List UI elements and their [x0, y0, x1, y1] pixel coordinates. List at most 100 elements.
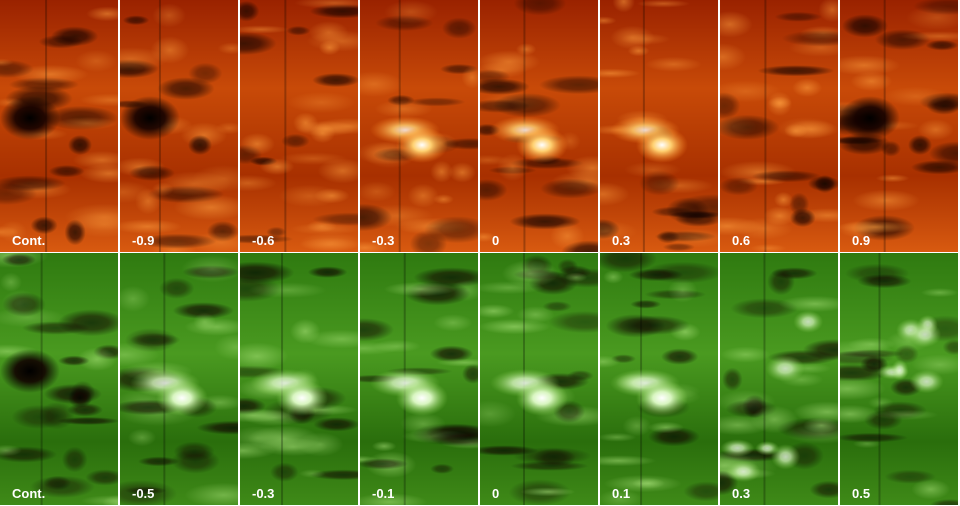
texture	[240, 442, 276, 460]
texture	[917, 119, 954, 141]
texture	[911, 354, 958, 376]
panel-label: -0.9	[132, 233, 154, 248]
panel: 0.9	[840, 0, 958, 252]
panel-label: -0.3	[252, 486, 274, 501]
texture	[2, 292, 46, 317]
texture	[513, 0, 567, 16]
texture	[720, 346, 771, 363]
texture	[371, 440, 397, 452]
texture	[128, 165, 175, 181]
bright-patch	[766, 91, 793, 117]
texture	[48, 164, 85, 178]
texture	[433, 194, 454, 205]
texture	[600, 455, 657, 467]
texture	[360, 203, 393, 232]
texture	[173, 194, 238, 221]
texture	[802, 417, 838, 434]
texture	[442, 137, 478, 150]
texture	[841, 14, 889, 38]
bright-core	[636, 127, 688, 163]
texture	[430, 463, 454, 474]
texture	[360, 71, 403, 97]
texture	[631, 477, 666, 489]
texture	[122, 15, 150, 26]
texture	[564, 272, 588, 283]
texture	[304, 329, 358, 349]
panel: 0.1	[600, 253, 718, 505]
bright-patch	[792, 78, 823, 98]
panel-image	[120, 253, 238, 505]
texture	[929, 499, 958, 505]
texture	[840, 363, 890, 382]
panel-label: 0.1	[612, 486, 630, 501]
texture	[928, 141, 958, 166]
panel-label: 0.5	[852, 486, 870, 501]
texture	[312, 73, 358, 88]
texture	[622, 415, 652, 437]
texture	[297, 432, 344, 457]
slit	[764, 0, 767, 252]
texture	[480, 304, 515, 319]
texture	[793, 401, 838, 423]
dark-spot	[188, 135, 212, 155]
texture	[38, 401, 75, 430]
texture	[636, 0, 691, 8]
texture	[61, 446, 88, 473]
bright-patch	[765, 355, 805, 382]
dark-spot	[68, 388, 92, 408]
texture	[461, 65, 478, 89]
bright-patch	[309, 123, 336, 144]
texture	[124, 486, 167, 495]
texture	[312, 212, 358, 226]
texture	[603, 270, 624, 284]
texture	[516, 306, 555, 324]
texture	[875, 174, 910, 183]
texture	[501, 259, 559, 287]
texture	[520, 487, 576, 497]
texture	[880, 140, 901, 157]
panel-image	[0, 253, 118, 505]
texture	[840, 432, 909, 443]
panel-label: 0.3	[612, 233, 630, 248]
texture	[240, 342, 289, 371]
texture	[138, 233, 217, 249]
texture	[120, 219, 182, 234]
panel: Cont.	[0, 253, 118, 505]
texture	[240, 234, 294, 244]
texture	[840, 377, 886, 401]
texture	[510, 461, 589, 471]
panel: Cont.	[0, 0, 118, 252]
texture	[57, 309, 118, 337]
texture	[80, 494, 118, 505]
texture	[407, 183, 439, 208]
texture	[307, 266, 348, 278]
panel: -0.1	[360, 253, 478, 505]
dark-spot	[840, 96, 900, 140]
texture	[809, 480, 838, 499]
panel-image	[600, 253, 718, 505]
texture	[50, 26, 99, 47]
texture	[875, 409, 939, 421]
texture	[248, 282, 327, 299]
panel: 0.6	[720, 0, 838, 252]
texture	[1, 253, 36, 267]
panel-label: -0.5	[132, 486, 154, 501]
panel-label: 0	[492, 233, 499, 248]
slit	[284, 0, 287, 252]
texture	[643, 261, 718, 284]
texture	[480, 231, 497, 243]
texture	[480, 400, 516, 428]
texture	[480, 281, 545, 295]
panel: 0.3	[720, 253, 838, 505]
texture	[448, 162, 476, 183]
texture	[645, 56, 702, 72]
bright-core	[396, 380, 448, 416]
texture	[0, 272, 23, 292]
texture	[814, 174, 835, 194]
texture	[624, 161, 682, 178]
texture	[299, 237, 358, 252]
texture	[850, 71, 893, 92]
texture	[217, 42, 238, 55]
texture	[72, 150, 118, 170]
panel: -0.3	[360, 0, 478, 252]
